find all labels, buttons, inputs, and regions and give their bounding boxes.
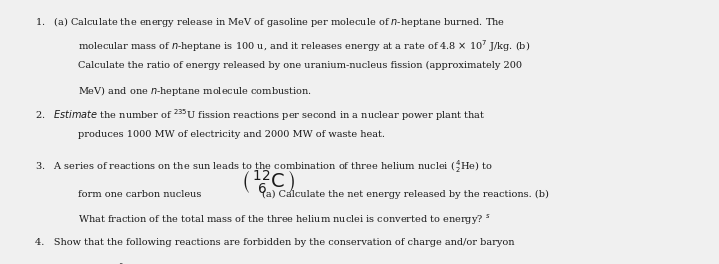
Text: 1.   (a) Calculate the energy release in MeV of gasoline per molecule of $\mathi: 1. (a) Calculate the energy release in M… — [35, 15, 505, 29]
Text: 3.   A series of reactions on the sun leads to the combination of three helium n: 3. A series of reactions on the sun lead… — [35, 158, 493, 175]
Text: (a) Calculate the net energy released by the reactions. (b): (a) Calculate the net energy released by… — [262, 190, 549, 199]
Text: form one carbon nucleus: form one carbon nucleus — [78, 190, 201, 199]
Text: Calculate the ratio of energy released by one uranium-nucleus fission (approxima: Calculate the ratio of energy released b… — [78, 61, 522, 70]
Text: What fraction of the total mass of the three helium nuclei is converted to energ: What fraction of the total mass of the t… — [78, 213, 490, 227]
Text: molecular mass of $\mathit{n}$-heptane is 100 u, and it releases energy at a rat: molecular mass of $\mathit{n}$-heptane i… — [78, 38, 530, 54]
Text: MeV) and one $\mathit{n}$-heptane molecule combustion.: MeV) and one $\mathit{n}$-heptane molecu… — [78, 84, 311, 98]
Text: 2.   $\mathit{Estimate}$ the number of $^{235}$U fission reactions per second in: 2. $\mathit{Estimate}$ the number of $^{… — [35, 107, 485, 123]
Text: produces 1000 MW of electricity and 2000 MW of waste heat.: produces 1000 MW of electricity and 2000… — [78, 130, 385, 139]
Text: number laws:   $\Lambda^0 \rightarrow p+e^-+v_e+n$: number laws: $\Lambda^0 \rightarrow p+e^… — [35, 261, 209, 264]
Text: 4.   Show that the following reactions are forbidden by the conservation of char: 4. Show that the following reactions are… — [35, 238, 514, 247]
Text: $\left(\,^{12}_{\ 6}\mathrm{C}\,\right)$: $\left(\,^{12}_{\ 6}\mathrm{C}\,\right)$ — [241, 169, 295, 196]
